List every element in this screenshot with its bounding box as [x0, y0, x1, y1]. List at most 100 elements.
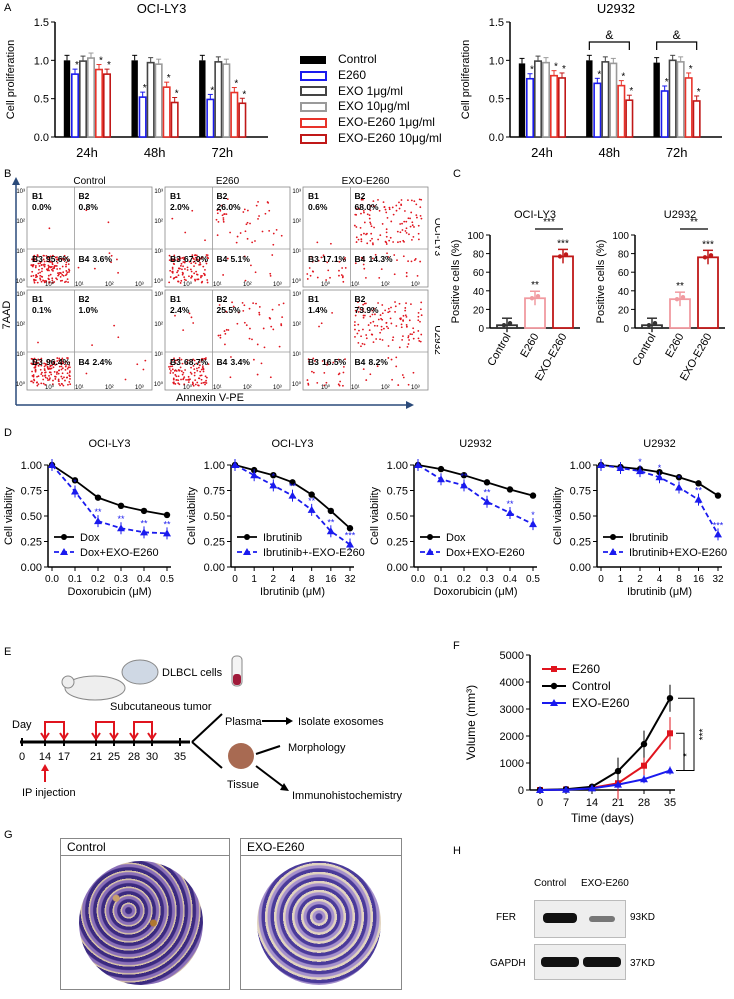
- flow-event: [35, 276, 37, 279]
- flow-event: [372, 320, 375, 323]
- data-point: [695, 480, 702, 487]
- significance-star: **: [676, 281, 684, 292]
- flow-event: [38, 268, 40, 271]
- x-tick-label: 0.5: [160, 574, 174, 585]
- flow-event: [65, 376, 68, 379]
- flow-event: [195, 367, 198, 370]
- flow-event: [399, 231, 402, 234]
- x-tick-label: 0.1: [68, 574, 82, 585]
- quadrant-value: 73.9%: [355, 305, 380, 315]
- flow-plot: [164, 186, 291, 288]
- flow-event: [173, 369, 176, 372]
- flow-event: [404, 309, 407, 312]
- flow-event: [202, 272, 205, 275]
- quadrant-label: B1: [32, 191, 43, 201]
- quadrant-label: B1: [170, 294, 181, 304]
- flow-event: [36, 384, 39, 387]
- flow-event: [391, 206, 394, 209]
- x-tick-label: 0.2: [457, 574, 471, 585]
- y-tick-label: 1000: [500, 758, 524, 770]
- flow-event: [182, 371, 185, 374]
- flow-event: [360, 238, 363, 241]
- plasma-fill-icon: [233, 674, 241, 685]
- x-tick-label: 10³: [135, 282, 144, 288]
- cells-label: DLBCL cells: [162, 667, 223, 679]
- flow-event: [401, 222, 403, 225]
- bar: [230, 91, 239, 138]
- flow-event: [48, 378, 51, 381]
- y-tick-label: 10²: [292, 322, 301, 328]
- legend-marker: [551, 666, 557, 672]
- flow-event: [206, 281, 209, 284]
- flow-event: [169, 269, 172, 272]
- y-tick-label: 4000: [500, 677, 524, 689]
- quadrant-label: B1: [32, 294, 43, 304]
- flow-event: [202, 381, 205, 384]
- flow-event: [326, 363, 329, 366]
- data-point: [702, 255, 708, 260]
- x-tick-label: 10¹: [213, 385, 222, 391]
- flow-event: [197, 278, 200, 281]
- flow-event: [56, 357, 59, 359]
- flow-event: [52, 269, 54, 272]
- flow-event: [417, 315, 420, 318]
- bracket: [676, 732, 685, 772]
- flow-event: [251, 338, 253, 341]
- legend-marker: [427, 534, 433, 540]
- flow-event: [244, 230, 247, 233]
- flow-event: [366, 242, 369, 245]
- data-point: [536, 786, 544, 793]
- chart-title: U2932: [643, 438, 675, 450]
- y-tick-label: 0.50: [204, 511, 225, 523]
- y-tick-label: 10³: [154, 189, 163, 195]
- flow-event: [359, 227, 362, 229]
- flow-event: [217, 220, 220, 223]
- flow-event: [417, 232, 420, 235]
- flow-event: [384, 240, 387, 243]
- significance-star: **: [289, 482, 297, 492]
- flow-event: [365, 337, 368, 340]
- day-value: 0: [19, 751, 25, 763]
- flow-event: [66, 367, 69, 370]
- ip-label: IP injection: [22, 787, 76, 799]
- data-point: [529, 296, 535, 301]
- y-tick-label: 0.75: [387, 486, 408, 498]
- legend-marker: [244, 534, 250, 540]
- flow-event: [394, 305, 397, 308]
- flow-event: [391, 339, 394, 341]
- flow-event: [203, 274, 206, 277]
- chart-c-ocily3: OCI-LY3 Positive cells (%) 0 20 40 60 80 100 Con…: [450, 209, 580, 383]
- flow-event: [207, 363, 210, 366]
- flow-event: [52, 366, 55, 369]
- chart-title: U2932: [459, 438, 491, 450]
- flow-event: [186, 269, 189, 271]
- x-tick-label: 8: [309, 574, 315, 585]
- y-tick-label: 0.25: [387, 537, 408, 549]
- flow-event: [408, 233, 410, 236]
- flow-event: [248, 337, 251, 340]
- flow-event: [263, 346, 266, 349]
- quadrant-label: B2: [217, 294, 228, 304]
- y-axis-label: Positive cells (%): [595, 240, 607, 324]
- flow-event: [171, 217, 174, 220]
- flow-event: [37, 358, 40, 361]
- flow-event: [218, 304, 221, 306]
- flow-event: [168, 259, 171, 262]
- legend-item: E260: [300, 68, 442, 84]
- flow-event: [46, 363, 49, 366]
- flow-event: [34, 266, 37, 269]
- flow-event: [362, 310, 365, 313]
- flow-event: [366, 213, 369, 216]
- x-tick-label: 10⁰: [321, 281, 331, 288]
- flow-event: [401, 229, 404, 231]
- morph-label: Morphology: [288, 742, 346, 754]
- flow-event: [381, 304, 384, 306]
- flow-event: [193, 359, 196, 362]
- x-tick-label: 0.5: [526, 574, 540, 585]
- flow-event: [49, 266, 52, 269]
- bar: [526, 77, 535, 138]
- flow-event: [55, 265, 58, 267]
- western-blot-panel: Control EXO-E260 FER 93KD GAPDH 37KD: [490, 878, 710, 998]
- data-point: [674, 296, 680, 302]
- flow-event: [191, 381, 194, 384]
